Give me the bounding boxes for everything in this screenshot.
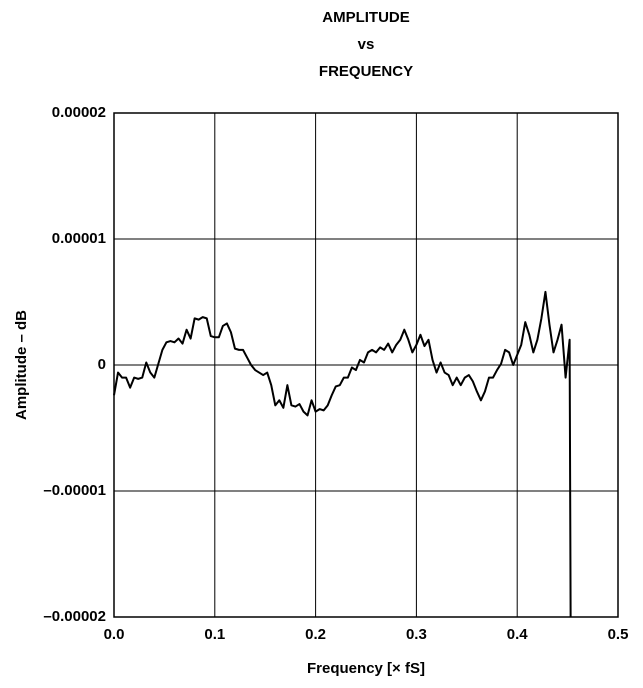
plot-frame — [113, 112, 619, 618]
y-tick-label: 0.00002 — [52, 104, 106, 121]
y-tick-label: 0.00001 — [52, 230, 106, 247]
x-axis-label: Frequency [× fS] — [307, 660, 425, 677]
x-tick-label: 0.0 — [104, 626, 125, 643]
x-tick-label: 0.3 — [406, 626, 427, 643]
y-tick-label: 0 — [98, 356, 106, 373]
x-tick-label: 0.1 — [204, 626, 225, 643]
data-line — [113, 290, 572, 618]
x-tick-label: 0.5 — [608, 626, 629, 643]
y-axis-label: Amplitude – dB — [13, 310, 30, 420]
chart-title: AMPLITUDE — [322, 9, 410, 26]
chart-title: vs — [358, 36, 375, 53]
y-tick-label: –0.00001 — [43, 482, 106, 499]
x-tick-label: 0.4 — [507, 626, 529, 643]
chart-title: FREQUENCY — [319, 63, 413, 80]
x-tick-label: 0.2 — [305, 626, 326, 643]
y-tick-label: –0.00002 — [43, 608, 106, 625]
